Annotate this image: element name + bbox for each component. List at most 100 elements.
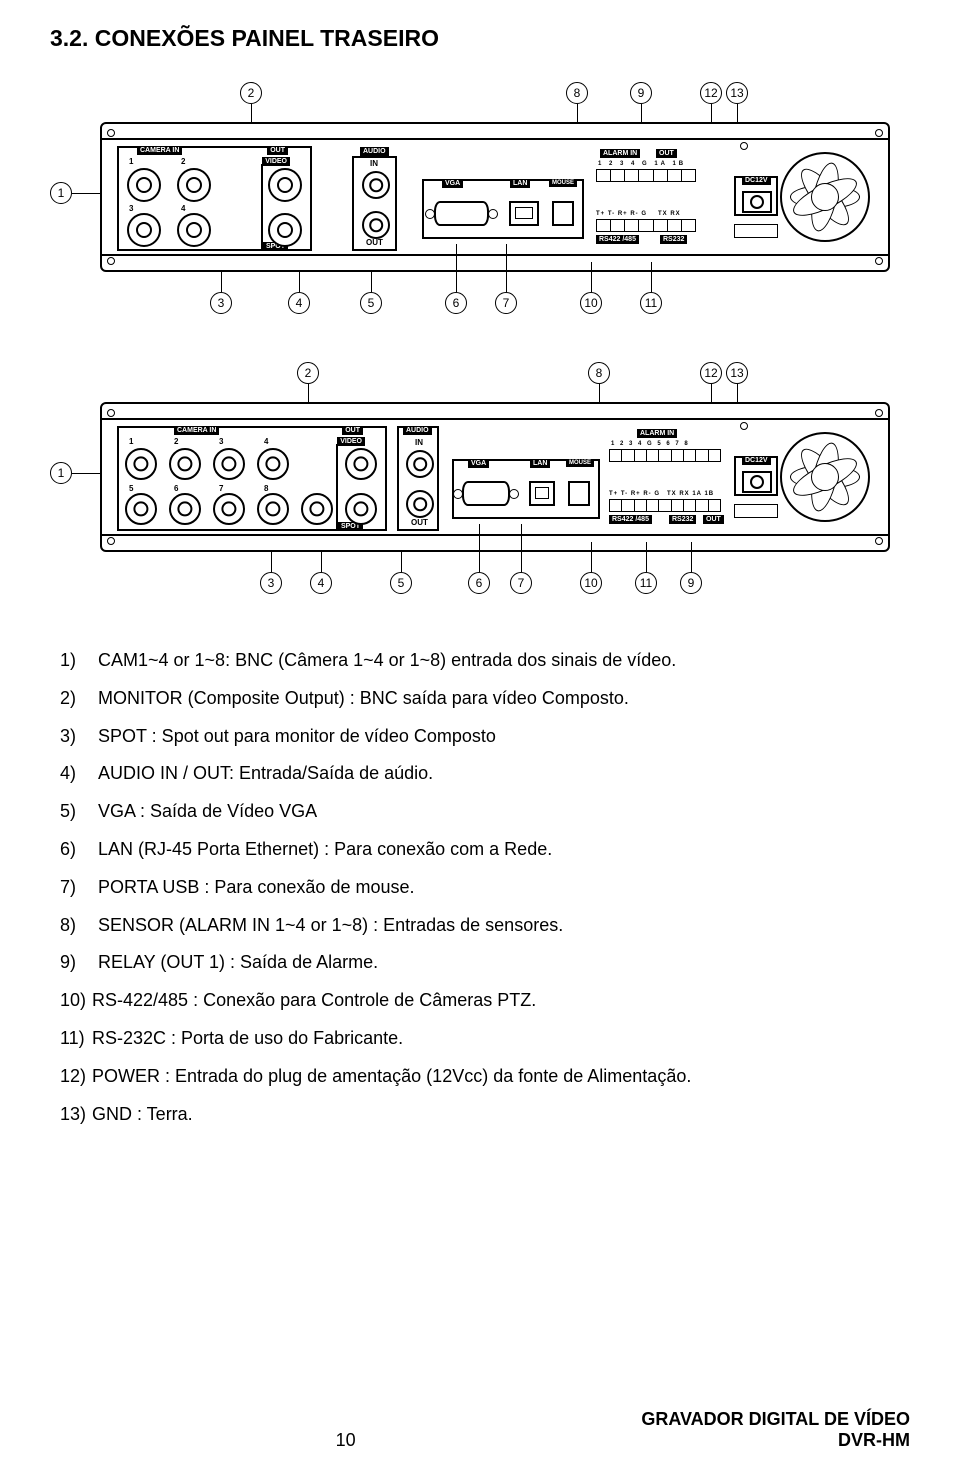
out-label: OUT [366,239,383,247]
bnc-cam4 [177,213,211,247]
callout-5: 5 [360,292,382,314]
switch [734,224,778,238]
bnc-cam [169,448,201,480]
dc-jack [742,471,772,493]
out-label: OUT [267,146,288,155]
audio-label: AUDIO [403,426,432,435]
footer-title: GRAVADOR DIGITAL DE VÍDEO DVR-HM [641,1409,910,1451]
io-block: VGA LAN MOUSE [452,459,600,519]
list-item: 8)SENSOR (ALARM IN 1~4 or 1~8) : Entrada… [60,907,910,945]
bnc-video-out [345,448,377,480]
callout-2: 2 [240,82,262,104]
list-item: 11)RS-232C : Porta de uso do Fabricante. [60,1020,910,1058]
bnc-audio-out [406,490,434,518]
cam-num: 4 [264,438,268,446]
in-label: IN [415,439,423,447]
rs232-label: RS232 [660,235,687,244]
callout-10: 10 [580,572,602,594]
callout-2: 2 [297,362,319,384]
bnc-cam [257,493,289,525]
fan-icon [780,152,870,242]
bnc-spot-out [268,213,302,247]
out-label: OUT [342,426,363,435]
gnd-screw [740,142,748,150]
lan-label: LAN [510,179,530,188]
callout-3: 3 [260,572,282,594]
usb-port [568,481,590,506]
cam-num: 6 [174,485,178,493]
alarm-pins: 1 2 3 4 G 5 6 7 8 [611,441,690,447]
rs232-label: RS232 [669,515,696,524]
audio-block: AUDIO IN OUT [352,156,397,251]
cam-num: 1 [129,158,133,166]
cam-num: 7 [219,485,223,493]
callout-12: 12 [700,362,722,384]
callout-10: 10 [580,292,602,314]
list-item: 13)GND : Terra. [60,1096,910,1134]
page-number: 10 [336,1430,356,1451]
gnd-screw [740,422,748,430]
camera-video-block: CAMERA IN OUT VIDEO SPOT 1 2 3 4 5 6 7 8 [117,426,387,531]
out-label: OUT [703,515,724,524]
list-item: 6)LAN (RJ-45 Porta Ethernet) : Para cone… [60,831,910,869]
rear-panel-diagram-4ch: 2 8 9 12 13 1 CAMERA IN OUT VIDEO SPOT [50,82,910,322]
bnc-cam [213,493,245,525]
vga-label: VGA [468,459,489,468]
bnc-cam1 [127,168,161,202]
cam-num: 4 [181,205,185,213]
cam-num: 5 [129,485,133,493]
bnc-extra [301,493,333,525]
callout-5: 5 [390,572,412,594]
alarm-terminals [609,449,721,462]
alarm-block: ALARM IN 1 2 3 4 G 5 6 7 8 T+ T- R+ R- G… [607,429,727,531]
audio-block: AUDIO IN OUT [397,426,439,531]
callout-13: 13 [726,362,748,384]
rs422-pins: T+ T- R+ R- G [596,211,647,217]
callout-12: 12 [700,82,722,104]
mouse-label: MOUSE [549,179,577,187]
callout-9: 9 [680,572,702,594]
rs232-pins: TX RX [658,211,681,217]
bnc-audio-out [362,211,390,239]
callout-8: 8 [588,362,610,384]
description-list: 1)CAM1~4 or 1~8: BNC (Câmera 1~4 or 1~8)… [60,642,910,1133]
callout-1: 1 [50,462,72,484]
alarm-block: ALARM IN OUT 1 2 3 4 G 1A 1B T+ T- R+ R-… [592,149,707,251]
cam-num: 8 [264,485,268,493]
video-label: VIDEO [262,157,290,166]
list-item: 7)PORTA USB : Para conexão de mouse. [60,869,910,907]
camera-in-label: CAMERA IN [174,426,219,435]
dc-block: DC12V [734,176,778,216]
dc-block: DC12V [734,456,778,496]
fan-icon [780,432,870,522]
list-item: 5)VGA : Saída de Vídeo VGA [60,793,910,831]
lan-port [529,481,555,506]
alarm-terminals [596,169,696,182]
audio-label: AUDIO [360,147,389,156]
bnc-cam3 [127,213,161,247]
cam-num: 1 [129,438,133,446]
bnc-cam [213,448,245,480]
list-item: 2)MONITOR (Composite Output) : BNC saída… [60,680,910,718]
bnc-cam [169,493,201,525]
alarm-in-label: ALARM IN [600,149,640,158]
bnc-cam [257,448,289,480]
callout-3: 3 [210,292,232,314]
in-label: IN [370,160,378,168]
camera-in-label: CAMERA IN [137,146,182,155]
callout-13: 13 [726,82,748,104]
alarm-out-label: OUT [656,149,677,158]
bnc-cam2 [177,168,211,202]
bnc-audio-in [362,171,390,199]
section-title: 3.2. CONEXÕES PAINEL TRASEIRO [50,25,910,52]
list-item: 4)AUDIO IN / OUT: Entrada/Saída de aúdio… [60,755,910,793]
rs-terminals [609,499,721,512]
video-label: VIDEO [337,437,365,446]
page-footer: 10 GRAVADOR DIGITAL DE VÍDEO DVR-HM [50,1409,910,1451]
list-item: 3)SPOT : Spot out para monitor de vídeo … [60,718,910,756]
rs232-pins: TX RX 1A 1B [667,491,714,497]
list-item: 9)RELAY (OUT 1) : Saída de Alarme. [60,944,910,982]
lan-label: LAN [530,459,550,468]
callout-4: 4 [288,292,310,314]
out-label: OUT [411,519,428,527]
